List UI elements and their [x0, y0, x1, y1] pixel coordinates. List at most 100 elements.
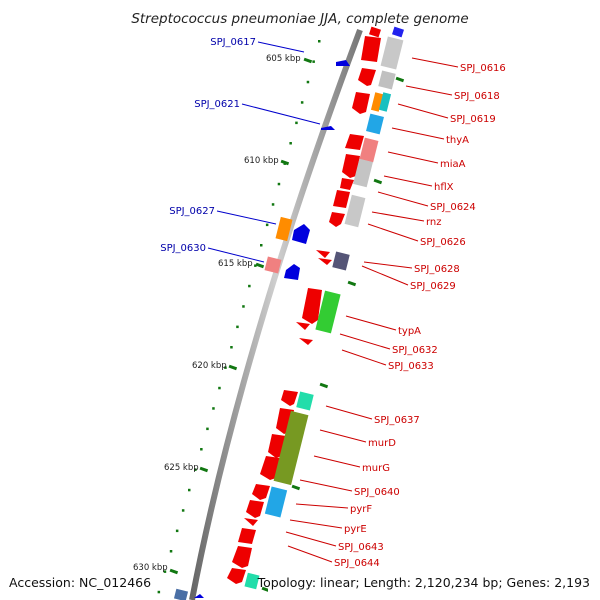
- gene-arrow: [342, 154, 360, 178]
- gene-box: [378, 92, 392, 112]
- gene-arrow: [246, 500, 264, 518]
- footer-left-bg: [6, 571, 152, 593]
- gene-label-spj-0629: SPJ_0629: [410, 281, 456, 292]
- leader-line: [345, 315, 397, 331]
- gene-box: [353, 158, 373, 188]
- gene-arrow: [292, 224, 310, 244]
- minor-tick: [169, 550, 173, 553]
- leader-line: [387, 151, 439, 164]
- genome-backbone: [189, 28, 363, 600]
- tick-label-615: 615 kbp: [218, 259, 253, 269]
- minor-tick: [289, 142, 292, 145]
- gene-arrow: [281, 390, 298, 406]
- minor-tick: [224, 366, 227, 369]
- tick-label-625: 625 kbp: [164, 463, 199, 473]
- leader-line: [361, 265, 409, 286]
- gene-box: [264, 486, 288, 518]
- gene-label-spj-0632: SPJ_0632: [392, 345, 438, 356]
- minor-tick: [188, 488, 191, 492]
- leader-line: [319, 429, 367, 443]
- tick-mark-625: [199, 466, 209, 473]
- leader-line: [207, 247, 265, 263]
- gene-box: [378, 70, 396, 90]
- minor-tick: [306, 80, 310, 84]
- leader-line: [383, 175, 433, 187]
- minor-tick: [175, 529, 179, 533]
- leader-line: [295, 503, 349, 509]
- tick-label-610: 610 kbp: [244, 156, 279, 166]
- gene-label-spj-0619: SPJ_0619: [450, 114, 496, 125]
- gene-box: [332, 251, 350, 271]
- gene-arrow: [284, 264, 300, 280]
- gene-label-miaa: miaA: [440, 159, 466, 170]
- reverse-genes: [173, 60, 350, 600]
- gene-arrow: [260, 456, 280, 480]
- forward-genes: [227, 36, 381, 584]
- gene-box: [344, 194, 366, 228]
- gene-arrow: [252, 484, 270, 500]
- tick-mark-605: [303, 57, 313, 64]
- leader-line: [287, 545, 333, 563]
- tick-mark-615: [255, 262, 265, 269]
- leader-line: [371, 211, 425, 222]
- gene-box: [369, 26, 381, 38]
- gene-label-spj-0643: SPJ_0643: [338, 542, 384, 553]
- minor-tick: [271, 203, 275, 206]
- gene-box: [275, 216, 293, 242]
- minor-tick: [300, 101, 304, 104]
- minor-tick: [212, 407, 215, 410]
- minor-tick: [230, 346, 233, 349]
- gene-label-spj-0621: SPJ_0621: [194, 99, 240, 110]
- gene-arrow: [361, 36, 381, 62]
- gene-arrow: [232, 546, 252, 568]
- gene-arrow: [296, 322, 310, 330]
- gene-label-murd: murD: [368, 438, 396, 449]
- inner-tick: [347, 280, 357, 287]
- leader-line: [313, 455, 361, 468]
- gene-box: [244, 572, 260, 590]
- gene-arrow: [302, 288, 322, 324]
- tick-label-605: 605 kbp: [266, 54, 301, 64]
- leader-line: [411, 57, 459, 68]
- gene-label-spj-0617: SPJ_0617: [210, 37, 256, 48]
- gene-label-spj-0644: SPJ_0644: [334, 558, 380, 569]
- minor-tick: [265, 223, 269, 227]
- gene-box: [296, 391, 314, 411]
- gene-arrow: [227, 568, 246, 584]
- leader-lines-left: [207, 41, 321, 263]
- gene-box: [264, 256, 282, 274]
- gene-box: [173, 588, 189, 600]
- gene-label-spj-0618: SPJ_0618: [454, 91, 500, 102]
- leader-line: [241, 103, 321, 125]
- gene-label-murg: murG: [362, 463, 390, 474]
- minor-tick: [236, 325, 239, 329]
- gene-arrow: [352, 92, 370, 114]
- gene-arrow: [244, 518, 258, 526]
- leader-line: [377, 191, 429, 207]
- minor-tick: [277, 182, 281, 186]
- gene-label-spj-0630: SPJ_0630: [160, 243, 206, 254]
- tick-label-630: 630 kbp: [133, 563, 168, 573]
- gene-arrow: [358, 68, 376, 86]
- leader-line: [367, 223, 419, 242]
- gene-arrow: [336, 60, 350, 66]
- tick-label-620: 620 kbp: [192, 361, 227, 371]
- inner-tick: [319, 382, 329, 389]
- minor-tick: [242, 305, 245, 308]
- map-title: Streptococcus pneumoniae JJA, complete g…: [131, 11, 468, 27]
- minor-tick: [260, 244, 263, 247]
- gene-label-typa: typA: [398, 326, 421, 337]
- minor-tick: [206, 427, 209, 431]
- gene-arrow: [194, 594, 204, 598]
- gene-box: [273, 410, 309, 486]
- gene-box: [315, 290, 341, 334]
- gene-label-pyrf: pyrF: [350, 504, 372, 515]
- minor-tick: [194, 468, 197, 471]
- gene-label-hflx: hflX: [434, 182, 454, 193]
- minor-tick: [312, 60, 315, 63]
- gene-box: [366, 113, 384, 135]
- minor-tick: [181, 509, 185, 512]
- leader-line: [257, 41, 305, 53]
- minor-tick: [318, 40, 321, 43]
